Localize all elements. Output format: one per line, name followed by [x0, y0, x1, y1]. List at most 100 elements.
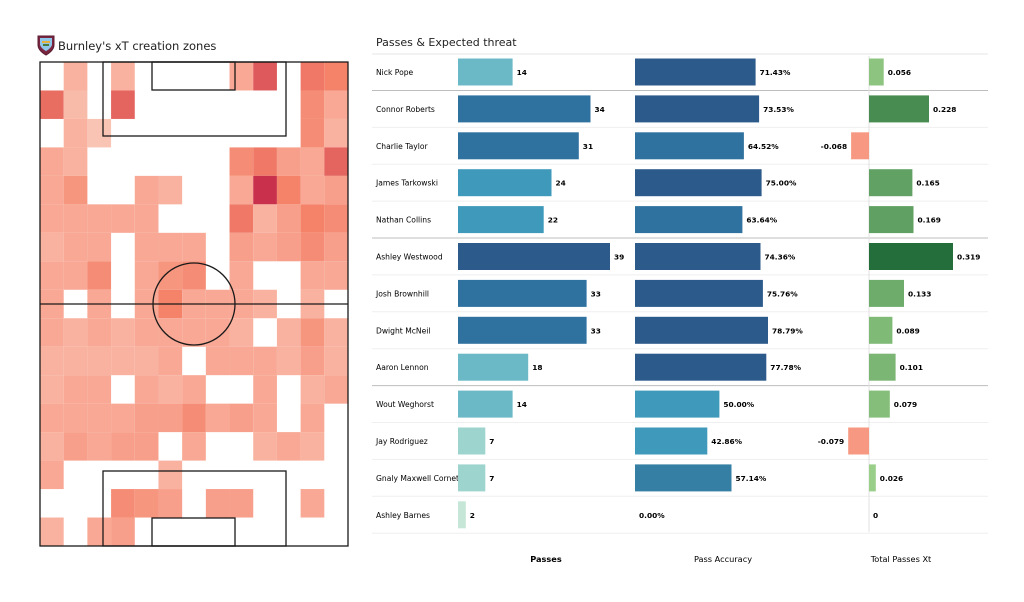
heatmap-cell: [134, 318, 159, 347]
accuracy-bar: [635, 169, 762, 197]
accuracy-bar: [635, 464, 732, 492]
heatmap-cell: [229, 346, 254, 376]
player-row: Charlie Taylor 31 64.52% -0.068: [376, 132, 869, 160]
heatmap-cell: [87, 204, 112, 233]
heatmap-cell: [158, 175, 183, 205]
accuracy-bar: [635, 58, 756, 86]
accuracy-bar: [635, 279, 763, 307]
xt-bar: [869, 390, 890, 418]
accuracy-value: 64.52%: [748, 142, 779, 151]
passes-value: 7: [489, 437, 494, 446]
passes-value: 18: [532, 363, 542, 372]
heatmap-cell: [87, 375, 112, 404]
heatmap-cell: [229, 232, 254, 262]
passes-value: 2: [470, 511, 475, 520]
player-name: Nick Pope: [376, 68, 414, 77]
accuracy-value: 73.53%: [763, 105, 794, 114]
xt-value: 0: [873, 511, 878, 520]
heatmap-cell: [40, 460, 64, 490]
xt-value: 0.165: [916, 179, 939, 188]
accuracy-value: 78.79%: [772, 326, 803, 335]
heatmap-cell: [158, 232, 183, 262]
passes-bar: [458, 58, 513, 86]
accuracy-bar: [635, 243, 761, 270]
xt-bar: [848, 427, 869, 455]
passes-bar: [458, 95, 591, 123]
heatmap-cell: [40, 261, 64, 290]
heatmap-cell: [134, 261, 159, 290]
heatmap-cell: [63, 318, 88, 347]
heatmap-cell: [87, 118, 112, 148]
heatmap-cell: [182, 232, 206, 262]
xt-value: -0.068: [821, 142, 847, 151]
accuracy-value: 71.43%: [760, 68, 791, 77]
passes-bar: [458, 279, 587, 307]
heatmap-cell: [40, 403, 64, 433]
player-row: Aaron Lennon 18 77.78% 0.101: [376, 353, 923, 381]
heatmap-cell: [253, 375, 277, 404]
heatmap-cell: [111, 62, 135, 91]
xt-value: 0.169: [918, 216, 941, 225]
heatmap-cell: [324, 261, 348, 290]
passes-bar: [458, 390, 513, 418]
heatmap-cell: [87, 318, 112, 347]
heatmap-cell: [134, 489, 159, 518]
xt-bar: [869, 464, 876, 492]
accuracy-value: 75.76%: [767, 289, 798, 298]
heatmap-cell: [87, 346, 112, 376]
heatmap-cell: [87, 232, 112, 262]
player-row: Josh Brownhill 33 75.76% 0.133: [375, 279, 931, 307]
xt-bar: [869, 243, 953, 270]
player-name: Jay Rodriguez: [375, 437, 428, 446]
heatmap-cell: [300, 375, 325, 404]
player-name: Connor Roberts: [376, 105, 435, 114]
heatmap-cell: [111, 517, 135, 546]
player-name: Charlie Taylor: [376, 142, 428, 151]
row-separators: [372, 53, 988, 534]
heatmap-cell: [300, 175, 325, 205]
heatmap-cell: [324, 147, 348, 176]
player-row: Nathan Collins 22 63.64% 0.169: [376, 206, 941, 234]
heatmap-cell: [40, 432, 64, 461]
heatmap-cell: [276, 232, 301, 262]
passes-bar: [458, 427, 486, 455]
heatmap-cell: [300, 403, 325, 433]
player-name: Aaron Lennon: [376, 363, 429, 372]
heatmap-cell: [87, 403, 112, 433]
passes-value: 33: [591, 326, 601, 335]
accuracy-bar: [635, 353, 767, 381]
heatmap-cell: [205, 318, 230, 347]
xt-bar: [869, 206, 914, 234]
heatmap-cell: [300, 261, 325, 290]
heatmap-cell: [253, 432, 277, 461]
pitch-title: Burnley's xT creation zones: [58, 39, 217, 53]
heatmap-cell: [229, 204, 254, 233]
xt-value: 0.089: [896, 326, 919, 335]
centre-circle: [152, 262, 236, 346]
passes-value: 31: [583, 142, 593, 151]
heatmap-cell: [63, 375, 88, 404]
heatmap-cell: [253, 204, 277, 233]
player-row: Jay Rodriguez 7 42.86% -0.079: [375, 427, 869, 455]
passes-value: 33: [591, 289, 601, 298]
heatmap-cell: [253, 62, 277, 91]
heatmap-cell: [276, 318, 301, 347]
heatmap-cell: [111, 204, 135, 233]
heatmap-cell: [300, 318, 325, 347]
player-row: Gnaly Maxwell Cornet 7 57.14% 0.026: [376, 464, 903, 492]
player-name: Ashley Westwood: [376, 253, 443, 262]
xt-bar: [869, 169, 913, 197]
heatmap-cell: [229, 403, 254, 433]
top-six-yard-box: [151, 61, 236, 91]
heatmap-cell: [63, 261, 88, 290]
passes-value: 14: [517, 400, 527, 409]
player-row: Dwight McNeil 33 78.79% 0.089: [376, 316, 920, 344]
heatmap-cell: [40, 147, 64, 176]
heatmap-cell: [229, 175, 254, 205]
heatmap-cell: [253, 147, 277, 176]
heatmap-cell: [40, 232, 64, 262]
accuracy-value: 42.86%: [711, 437, 742, 446]
heatmap-cell: [111, 90, 135, 119]
passes-bar: [458, 243, 610, 270]
heatmap-cell: [300, 232, 325, 262]
